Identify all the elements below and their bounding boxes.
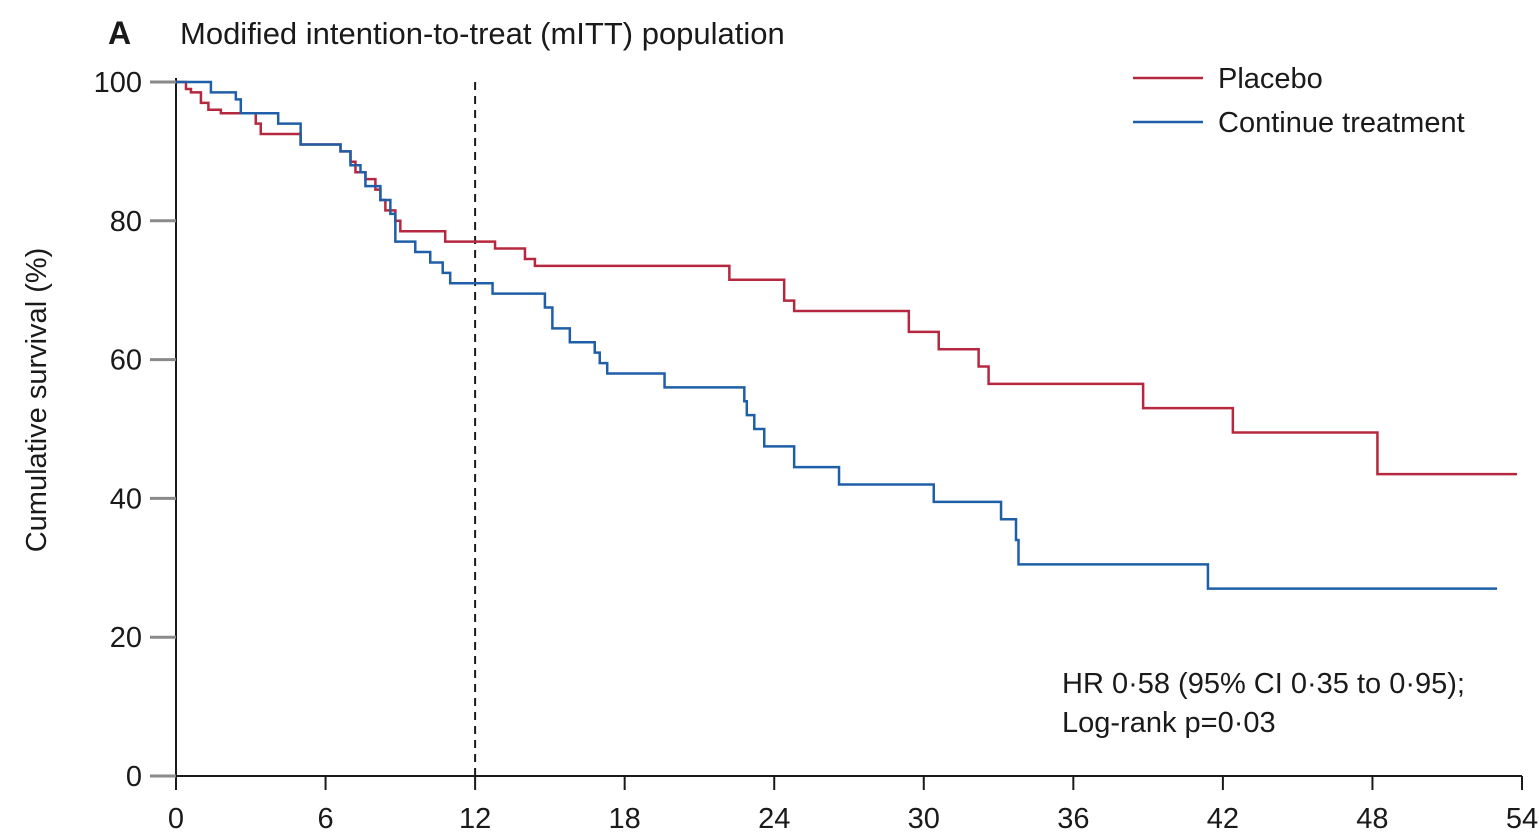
series-line-continue-treatment	[176, 80, 1498, 590]
x-tick-label: 48	[1356, 803, 1388, 835]
legend: Placebo Continue treatment	[1133, 63, 1465, 139]
y-axis-label: Cumulative survival (%)	[21, 248, 53, 553]
y-tick-label: 20	[110, 622, 142, 654]
hr-annotation: HR 0·58 (95% CI 0·35 to 0·95); Log-rank …	[1062, 668, 1465, 739]
annotation-line-hr: HR 0·58 (95% CI 0·35 to 0·95);	[1062, 668, 1465, 700]
series-lines	[176, 80, 1518, 590]
x-tick-label: 36	[1057, 803, 1089, 835]
x-axis: 0 6 12 18 24 30 36 42 48 54	[168, 776, 1538, 835]
x-tick-label: 24	[758, 803, 790, 835]
x-tick-label: 0	[168, 803, 184, 835]
x-tick-label: 30	[908, 803, 940, 835]
y-tick-label: 40	[110, 483, 142, 515]
legend-label-placebo: Placebo	[1218, 63, 1323, 95]
x-tick-label: 54	[1506, 803, 1538, 835]
y-tick-label: 100	[94, 67, 142, 99]
x-tick-label: 18	[609, 803, 641, 835]
y-tick-label: 60	[110, 345, 142, 377]
panel-label: A	[108, 15, 131, 51]
y-axis: 0 20 40 60 80 100	[94, 67, 176, 793]
plot-area	[175, 78, 1522, 777]
series-line-placebo	[176, 80, 1518, 476]
x-tick-label: 12	[459, 803, 491, 835]
legend-label-continue-treatment: Continue treatment	[1218, 107, 1465, 139]
annotation-line-logrank: Log-rank p=0·03	[1062, 707, 1276, 739]
x-tick-label: 6	[317, 803, 333, 835]
chart-title: Modified intention-to-treat (mITT) popul…	[180, 16, 785, 51]
x-tick-label: 42	[1207, 803, 1239, 835]
y-tick-label: 0	[126, 761, 142, 793]
y-tick-label: 80	[110, 206, 142, 238]
